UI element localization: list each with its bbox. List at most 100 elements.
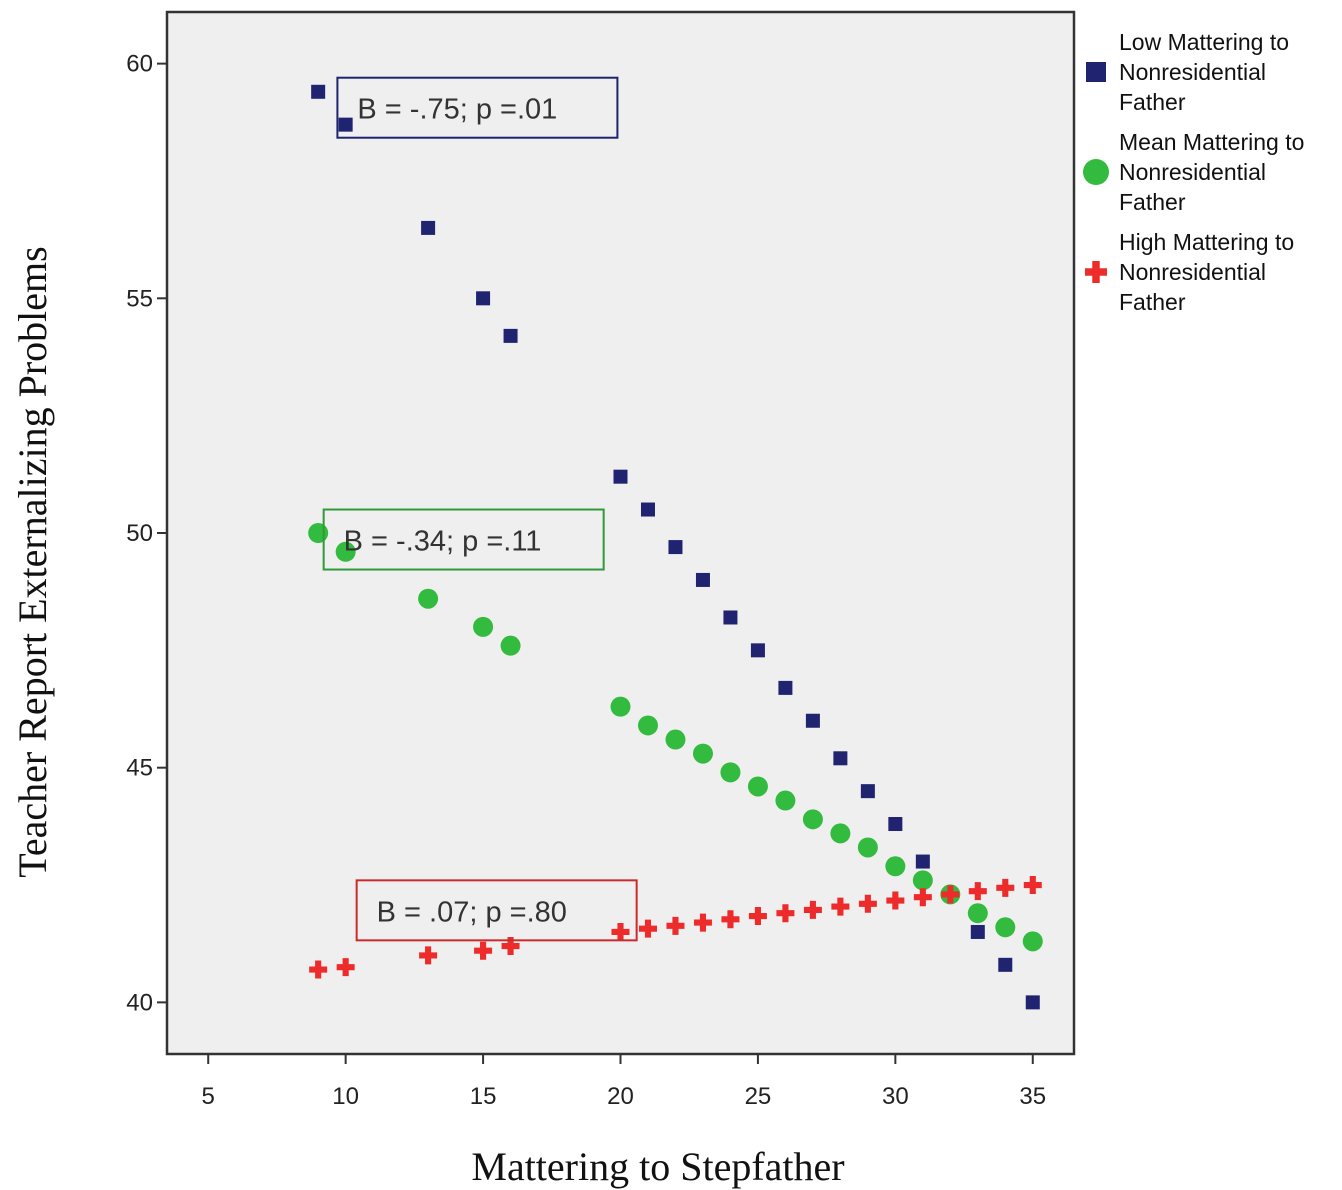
data-point <box>637 715 658 736</box>
data-point <box>885 856 906 877</box>
data-point <box>421 220 436 235</box>
data-point <box>721 910 740 929</box>
data-point <box>338 117 353 132</box>
x-axis-title: Mattering to Stepfather <box>471 1144 844 1189</box>
legend-label: Nonresidential <box>1119 259 1266 285</box>
data-point <box>1025 995 1040 1010</box>
data-point <box>857 837 878 858</box>
data-point <box>476 291 491 306</box>
data-point <box>775 790 796 811</box>
annotation-border <box>355 879 638 942</box>
data-point <box>308 523 329 543</box>
data-point <box>833 751 848 766</box>
x-tick-label: 5 <box>202 1083 215 1110</box>
y-tick-label: 50 <box>126 520 153 547</box>
data-point <box>309 960 328 979</box>
data-point <box>419 946 438 965</box>
data-point <box>640 502 655 517</box>
legend-item: Low Mattering to Nonresidential Father <box>1086 29 1289 115</box>
legend-marker <box>1085 261 1107 283</box>
legend-item: High Mattering to Nonresidential Father <box>1085 229 1294 315</box>
data-point <box>803 900 822 919</box>
data-point <box>967 903 988 924</box>
legend-label: High Mattering to <box>1119 229 1294 255</box>
data-point <box>336 958 355 977</box>
annotation-label: B = .07; p =.80 <box>377 896 567 928</box>
legend-item: Mean Mattering to Nonresidential Father <box>1083 129 1304 215</box>
data-point <box>692 743 713 764</box>
plot-area <box>165 10 1076 1056</box>
data-point <box>915 854 930 869</box>
data-point <box>776 904 795 923</box>
legend-label: Father <box>1119 189 1186 215</box>
annotation-border <box>336 76 619 139</box>
data-point <box>335 541 356 562</box>
data-point <box>778 680 793 695</box>
data-point <box>886 891 905 910</box>
data-point <box>750 643 765 658</box>
data-point <box>996 878 1015 897</box>
data-point <box>500 635 521 656</box>
y-tick-label: 55 <box>126 285 153 312</box>
data-point <box>473 616 494 637</box>
data-point <box>805 713 820 728</box>
data-point <box>613 469 628 484</box>
annotation-label: B = -.34; p =.11 <box>344 526 542 558</box>
legend-label: Nonresidential <box>1119 59 1266 85</box>
data-point <box>723 610 738 625</box>
legend-marker <box>1083 159 1109 185</box>
legend-label: Low Mattering to <box>1119 29 1289 55</box>
y-tick-label: 45 <box>126 755 153 782</box>
series-square <box>311 84 1040 1010</box>
x-tick-label: 20 <box>607 1083 634 1110</box>
data-point <box>913 888 932 907</box>
annotation-box: B = .07; p =.80 <box>355 879 638 942</box>
annotations: B = -.75; p =.01 B = -.34; p =.11 B = .07;… <box>322 76 638 942</box>
data-point <box>503 328 518 343</box>
data-point <box>501 937 520 956</box>
data-point <box>998 957 1013 972</box>
data-point <box>720 762 741 783</box>
data-point <box>941 885 960 904</box>
data-point <box>665 729 686 750</box>
data-point <box>831 897 850 916</box>
data-point <box>695 572 710 587</box>
x-tick-label: 25 <box>745 1083 772 1110</box>
y-axis-title: Teacher Report Externalizing Problems <box>10 246 55 877</box>
y-tick-label: 60 <box>126 51 153 78</box>
data-point <box>474 941 493 960</box>
annotation-box: B = -.34; p =.11 <box>322 508 605 571</box>
data-point <box>747 776 768 797</box>
legend-label: Father <box>1119 289 1186 315</box>
data-point <box>638 919 657 938</box>
x-tick-label: 10 <box>332 1083 359 1110</box>
data-point <box>830 823 851 844</box>
legend-marker <box>1086 62 1106 82</box>
data-point <box>610 696 631 717</box>
legend: Low Mattering toNonresidentialFatherMean… <box>1083 29 1304 315</box>
y-tick-label: 40 <box>126 989 153 1016</box>
data-point <box>970 924 985 939</box>
legend-label: Mean Mattering to <box>1119 129 1304 155</box>
annotation-border <box>322 508 605 571</box>
data-point <box>666 916 685 935</box>
data-point <box>802 809 823 830</box>
data-point <box>888 817 903 832</box>
data-point <box>968 882 987 901</box>
data-point <box>858 894 877 913</box>
data-point <box>311 84 326 99</box>
series-circle <box>308 523 1043 952</box>
data-point <box>860 784 875 799</box>
data-point <box>1022 931 1043 952</box>
data-point <box>912 870 933 891</box>
annotation-box: B = -.75; p =.01 <box>336 76 619 139</box>
x-tick-label: 30 <box>882 1083 909 1110</box>
data-point <box>611 922 630 941</box>
x-tick-label: 15 <box>470 1083 497 1110</box>
legend-label: Nonresidential <box>1119 159 1266 185</box>
series-plus <box>309 876 1042 979</box>
data-point <box>995 917 1016 938</box>
data-point <box>1023 876 1042 895</box>
data-points <box>308 84 1043 1010</box>
